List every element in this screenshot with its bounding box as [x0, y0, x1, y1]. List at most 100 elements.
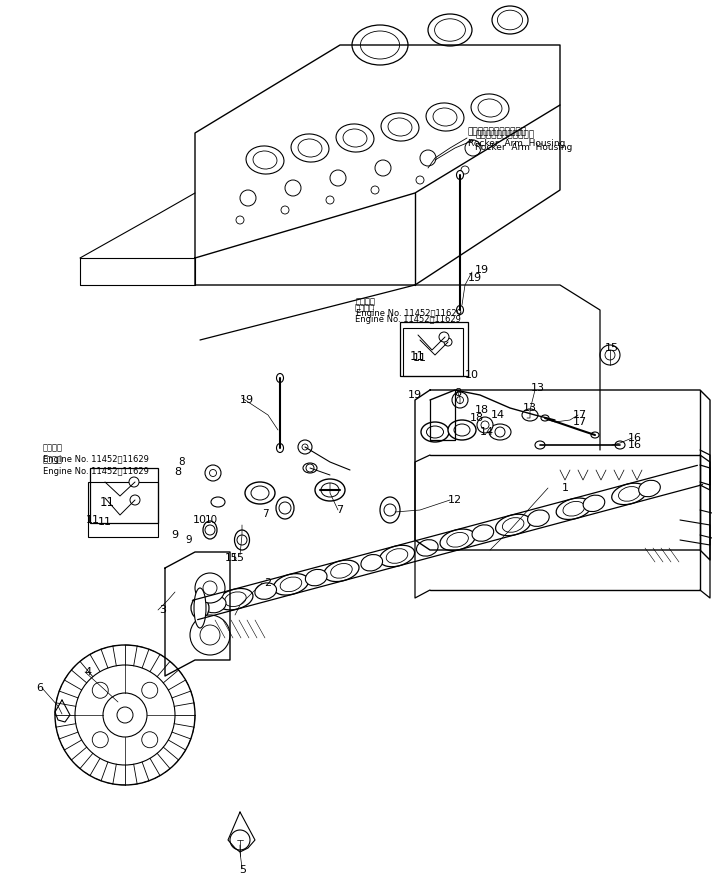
Ellipse shape: [276, 443, 283, 452]
Text: 13: 13: [531, 383, 545, 393]
Text: 19: 19: [408, 390, 422, 400]
Circle shape: [600, 345, 620, 365]
Text: 16: 16: [628, 433, 642, 443]
Circle shape: [330, 170, 346, 186]
Circle shape: [195, 573, 225, 603]
Ellipse shape: [191, 597, 209, 619]
Ellipse shape: [305, 569, 327, 586]
Text: 適用号機: 適用号機: [43, 456, 63, 465]
Text: 4: 4: [85, 667, 92, 677]
Circle shape: [465, 140, 481, 156]
Ellipse shape: [211, 497, 225, 507]
Ellipse shape: [556, 498, 592, 519]
Ellipse shape: [324, 561, 359, 582]
Text: 5: 5: [239, 865, 246, 875]
Circle shape: [439, 332, 449, 342]
Text: 10: 10: [205, 515, 218, 525]
Text: 7: 7: [262, 509, 268, 519]
Text: 6: 6: [36, 683, 43, 693]
Circle shape: [298, 440, 312, 454]
Circle shape: [75, 665, 175, 765]
Ellipse shape: [245, 482, 275, 504]
Ellipse shape: [489, 424, 511, 440]
Text: 11: 11: [100, 495, 115, 509]
Text: Rocker  Arm  Housing: Rocker Arm Housing: [475, 144, 572, 153]
Text: 11: 11: [86, 515, 100, 525]
Text: ロッカアームハウジング: ロッカアームハウジング: [475, 131, 534, 139]
Text: 15: 15: [225, 553, 239, 563]
Ellipse shape: [246, 146, 284, 174]
Text: 18: 18: [470, 413, 484, 423]
Text: 17: 17: [573, 410, 587, 420]
Text: 12: 12: [448, 495, 462, 505]
Ellipse shape: [591, 432, 599, 438]
Ellipse shape: [528, 510, 549, 527]
Bar: [403, 328, 463, 376]
Ellipse shape: [255, 583, 276, 599]
Ellipse shape: [204, 596, 226, 612]
Circle shape: [452, 392, 468, 408]
Text: 10: 10: [465, 370, 479, 380]
Text: 8: 8: [454, 388, 461, 398]
Text: 17: 17: [573, 417, 587, 427]
Ellipse shape: [336, 124, 374, 152]
Bar: [400, 322, 468, 376]
Ellipse shape: [303, 463, 317, 473]
Ellipse shape: [496, 514, 530, 536]
Circle shape: [240, 190, 256, 206]
Ellipse shape: [361, 554, 382, 571]
Text: 15: 15: [231, 553, 245, 563]
Ellipse shape: [456, 306, 464, 315]
Circle shape: [205, 465, 221, 481]
Bar: [90, 468, 158, 523]
Ellipse shape: [492, 6, 528, 34]
Text: 18: 18: [475, 405, 489, 415]
Text: Engine No. 11452～11629: Engine No. 11452～11629: [356, 309, 462, 318]
Circle shape: [236, 216, 244, 224]
Ellipse shape: [291, 134, 329, 162]
Circle shape: [416, 176, 424, 184]
Circle shape: [190, 615, 230, 655]
Circle shape: [285, 180, 301, 196]
Ellipse shape: [194, 588, 206, 628]
Ellipse shape: [541, 415, 549, 421]
Circle shape: [230, 830, 250, 850]
Text: 13: 13: [523, 403, 537, 413]
Text: Engine No. 11452～11629: Engine No. 11452～11629: [43, 456, 149, 465]
Text: 11: 11: [413, 353, 427, 363]
Text: 19: 19: [468, 273, 482, 283]
Bar: [88, 482, 158, 537]
Text: 11: 11: [410, 350, 425, 362]
Text: Rocker  Arm  Housing: Rocker Arm Housing: [468, 139, 565, 148]
Circle shape: [420, 150, 436, 166]
Circle shape: [477, 417, 493, 433]
Ellipse shape: [615, 441, 625, 449]
Text: 16: 16: [628, 440, 642, 450]
Ellipse shape: [426, 103, 464, 131]
Ellipse shape: [273, 574, 308, 595]
Ellipse shape: [352, 25, 408, 65]
Text: 3: 3: [159, 605, 167, 615]
Ellipse shape: [639, 480, 660, 497]
Text: 14: 14: [491, 410, 505, 420]
Ellipse shape: [535, 441, 545, 449]
Circle shape: [55, 645, 195, 785]
Text: 10: 10: [193, 515, 207, 525]
Ellipse shape: [218, 588, 253, 610]
Text: 11: 11: [98, 517, 112, 527]
Ellipse shape: [448, 420, 476, 440]
Circle shape: [129, 477, 139, 487]
Ellipse shape: [440, 529, 475, 551]
Circle shape: [371, 186, 379, 194]
Ellipse shape: [428, 14, 472, 46]
Text: 15: 15: [605, 343, 619, 353]
Ellipse shape: [583, 495, 604, 511]
Text: 1: 1: [562, 483, 568, 493]
Ellipse shape: [234, 530, 249, 550]
Text: 適用号機: 適用号機: [356, 298, 376, 307]
Text: 適用号機: 適用号機: [43, 443, 63, 452]
Ellipse shape: [612, 483, 647, 504]
Ellipse shape: [276, 497, 294, 519]
Ellipse shape: [276, 374, 283, 383]
Ellipse shape: [315, 479, 345, 501]
